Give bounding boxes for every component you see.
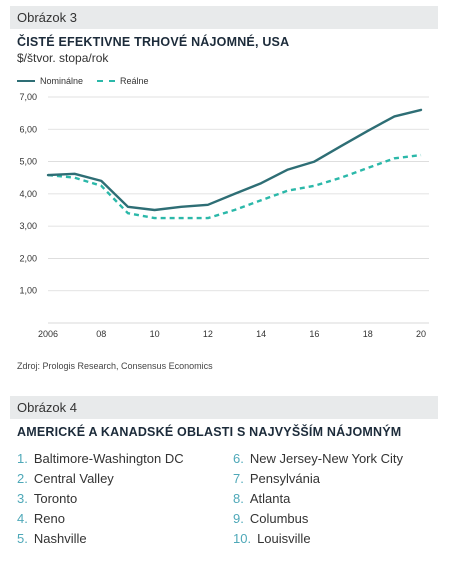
series-line-real	[47, 153, 422, 220]
figure3-source: Zdroj: Prologis Research, Consensus Econ…	[17, 361, 213, 371]
figure3-subtitle: $/štvor. stopa/rok	[17, 51, 109, 65]
x-tick-label: 08	[96, 329, 106, 339]
y-tick-label: 2,00	[19, 253, 37, 263]
chart-series	[46, 108, 423, 220]
legend-item-nominal: Nominálne	[17, 76, 83, 86]
chart-gridlines	[48, 96, 429, 324]
region-list-item: 5. Nashville	[17, 531, 87, 546]
chart-y-ticks: 1,00 2,00 3,00 4,00 5,00 6,00 7,00	[19, 92, 37, 296]
legend-swatch-real	[97, 80, 116, 82]
chart-legend: Nominálne Reálne	[17, 76, 163, 86]
region-list-item: 7. Pensylvánia	[233, 471, 320, 486]
x-tick-label: 14	[256, 329, 266, 339]
y-tick-label: 5,00	[19, 157, 37, 167]
figure4-label: Obrázok 4	[17, 400, 77, 415]
legend-label-nominal: Nominálne	[40, 76, 84, 86]
region-list-item: 10. Louisville	[233, 531, 311, 546]
chart-x-ticks: 2006 08 10 12 14 16 18 20	[38, 329, 426, 339]
legend-label-real: Reálne	[120, 76, 149, 86]
y-tick-label: 7,00	[19, 92, 37, 102]
legend-item-real: Reálne	[97, 76, 149, 86]
x-tick-label: 18	[363, 329, 373, 339]
series-line-nominal	[46, 108, 423, 212]
region-list-item: 8. Atlanta	[233, 491, 291, 506]
y-tick-label: 3,00	[19, 221, 37, 231]
figure3-title: ČISTÉ EFEKTIVNE TRHOVÉ NÁJOMNÉ, USA	[17, 35, 290, 49]
x-tick-label: 16	[309, 329, 319, 339]
region-list-right: 6. New Jersey-New York City 7. Pensylvánia…	[233, 449, 403, 549]
region-list-item: 1. Baltimore-Washington DC	[17, 451, 184, 466]
region-list-item: 9. Columbus	[233, 511, 309, 526]
figure3-label: Obrázok 3	[17, 10, 77, 25]
figure4-title: AMERICKÉ A KANADSKÉ OBLASTI S NAJVYŠŠÍM …	[17, 425, 402, 439]
region-list-item: 6. New Jersey-New York City	[233, 451, 403, 466]
region-list-item: 4. Reno	[17, 511, 65, 526]
figure4-label-band: Obrázok 4	[10, 396, 438, 419]
x-tick-label: 2006	[38, 329, 58, 339]
x-tick-label: 20	[416, 329, 426, 339]
x-tick-label: 12	[203, 329, 213, 339]
region-list-item: 3. Toronto	[17, 491, 78, 506]
y-tick-label: 6,00	[19, 124, 37, 134]
region-list-item: 2. Central Valley	[17, 471, 114, 486]
rent-line-chart: 1,00 2,00 3,00 4,00 5,00 6,00 7,00 2006 08 10 12 1…	[19, 92, 429, 339]
legend-swatch-nominal	[17, 80, 35, 82]
x-tick-label: 10	[150, 329, 160, 339]
figure3-label-band: Obrázok 3	[10, 6, 438, 29]
y-tick-label: 1,00	[19, 286, 37, 296]
region-list-left: 1. Baltimore-Washington DC 2. Central Vall…	[17, 449, 184, 549]
y-tick-label: 4,00	[19, 189, 37, 199]
